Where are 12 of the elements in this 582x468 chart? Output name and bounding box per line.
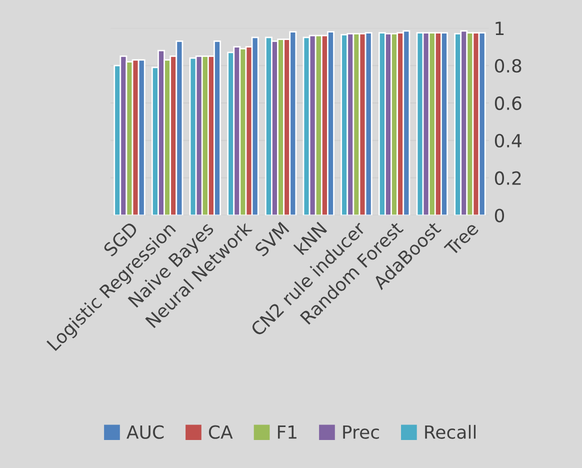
y-tick-label: 0 (494, 208, 504, 222)
y-tick-label: 0.4 (494, 134, 522, 148)
y-tick-label: 0.6 (494, 96, 522, 110)
x-tick-label: Tree (444, 221, 480, 257)
legend-label: Recall (425, 424, 476, 439)
legend-label: F1 (278, 425, 296, 439)
y-tick-label: 1 (496, 22, 504, 35)
legend-label: Prec (343, 425, 379, 439)
legend-label: CA (208, 425, 233, 439)
y-tick-label: 0.8 (494, 58, 522, 73)
legend-label: AUC (126, 425, 164, 439)
y-tick-label: 0.2 (494, 171, 521, 185)
